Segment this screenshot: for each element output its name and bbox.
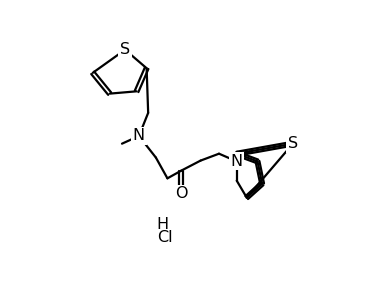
Text: Cl: Cl (157, 230, 173, 245)
Text: S: S (120, 42, 130, 57)
Text: N: N (231, 154, 243, 169)
Text: N: N (133, 129, 145, 144)
Text: S: S (288, 136, 298, 151)
Text: O: O (175, 186, 187, 201)
Text: H: H (156, 217, 168, 232)
